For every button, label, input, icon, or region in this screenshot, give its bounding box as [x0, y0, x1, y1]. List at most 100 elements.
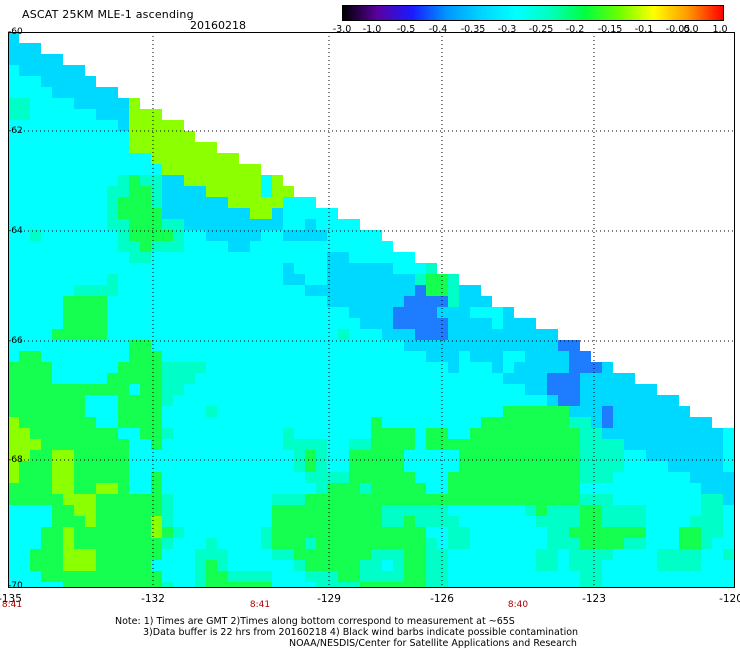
swath-cell [525, 483, 536, 494]
swath-cell [558, 527, 569, 538]
swath-cell [525, 527, 536, 538]
swath-cell [184, 340, 195, 351]
swath-cell [8, 505, 19, 516]
swath-cell [602, 384, 613, 395]
swath-cell [96, 516, 107, 527]
swath-cell [283, 417, 294, 428]
swath-cell [382, 461, 393, 472]
swath-cell [712, 439, 723, 450]
time-label: 8:41 [1, 600, 23, 610]
swath-cell [382, 351, 393, 362]
swath-cell [602, 472, 613, 483]
swath-cell [173, 230, 184, 241]
swath-cell [195, 285, 206, 296]
swath-cell [371, 384, 382, 395]
swath-cell [349, 527, 360, 538]
swath-cell [558, 516, 569, 527]
swath-cell [272, 351, 283, 362]
swath-cell [151, 384, 162, 395]
swath-cell [184, 131, 195, 142]
swath-cell [470, 483, 481, 494]
swath-cell [129, 505, 140, 516]
swath-cell [261, 395, 272, 406]
swath-cell [547, 505, 558, 516]
swath-cell [129, 285, 140, 296]
swath-cell [635, 395, 646, 406]
swath-cell [316, 395, 327, 406]
swath-cell [283, 406, 294, 417]
swath-cell [690, 428, 701, 439]
swath-cell [129, 351, 140, 362]
swath-cell [107, 384, 118, 395]
swath-cell [613, 472, 624, 483]
swath-cell [129, 560, 140, 571]
swath-cell [41, 329, 52, 340]
swath-cell [393, 417, 404, 428]
swath-cell [85, 571, 96, 582]
swath-cell [261, 263, 272, 274]
swath-cell [481, 362, 492, 373]
swath-cell [19, 131, 30, 142]
swath-cell [173, 197, 184, 208]
swath-cell [63, 461, 74, 472]
swath-cell [107, 252, 118, 263]
swath-cell [294, 461, 305, 472]
swath-cell [118, 186, 129, 197]
swath-cell [239, 450, 250, 461]
swath-cell [63, 164, 74, 175]
swath-cell [184, 406, 195, 417]
swath-cell [63, 450, 74, 461]
swath-cell [184, 384, 195, 395]
swath-cell [96, 362, 107, 373]
swath-cell [162, 362, 173, 373]
swath-cell [250, 494, 261, 505]
swath-cell [294, 197, 305, 208]
swath-cell [85, 186, 96, 197]
swath-cell [41, 527, 52, 538]
swath-cell [118, 230, 129, 241]
swath-cell [63, 571, 74, 582]
swath-cell [151, 164, 162, 175]
swath-cell [294, 582, 305, 588]
swath-cell [140, 483, 151, 494]
color-scale-tick-label: 1.0 [712, 24, 728, 35]
swath-cell [107, 142, 118, 153]
swath-cell [206, 461, 217, 472]
swath-cell [470, 384, 481, 395]
swath-cell [41, 252, 52, 263]
swath-cell [382, 384, 393, 395]
swath-cell [140, 472, 151, 483]
swath-cell [250, 296, 261, 307]
swath-cell [162, 472, 173, 483]
swath-cell [646, 483, 657, 494]
swath-cell [140, 131, 151, 142]
swath-cell [613, 450, 624, 461]
swath-cell [679, 549, 690, 560]
swath-cell [393, 549, 404, 560]
swath-cell [118, 252, 129, 263]
swath-cell [305, 241, 316, 252]
swath-cell [668, 571, 679, 582]
swath-cell [283, 241, 294, 252]
swath-cell [338, 285, 349, 296]
swath-cell [195, 351, 206, 362]
swath-cell [107, 450, 118, 461]
swath-cell [74, 318, 85, 329]
swath-cell [514, 538, 525, 549]
swath-cell [184, 164, 195, 175]
swath-cell [558, 582, 569, 588]
swath-cell [30, 340, 41, 351]
swath-cell [360, 285, 371, 296]
swath-cell [558, 406, 569, 417]
swath-cell [327, 439, 338, 450]
swath-cell [151, 175, 162, 186]
swath-cell [613, 483, 624, 494]
swath-cell [349, 318, 360, 329]
swath-cell [41, 428, 52, 439]
swath-cell [162, 142, 173, 153]
swath-cell [239, 373, 250, 384]
swath-cell [305, 571, 316, 582]
swath-cell [8, 406, 19, 417]
swath-cell [52, 505, 63, 516]
swath-cell [316, 362, 327, 373]
